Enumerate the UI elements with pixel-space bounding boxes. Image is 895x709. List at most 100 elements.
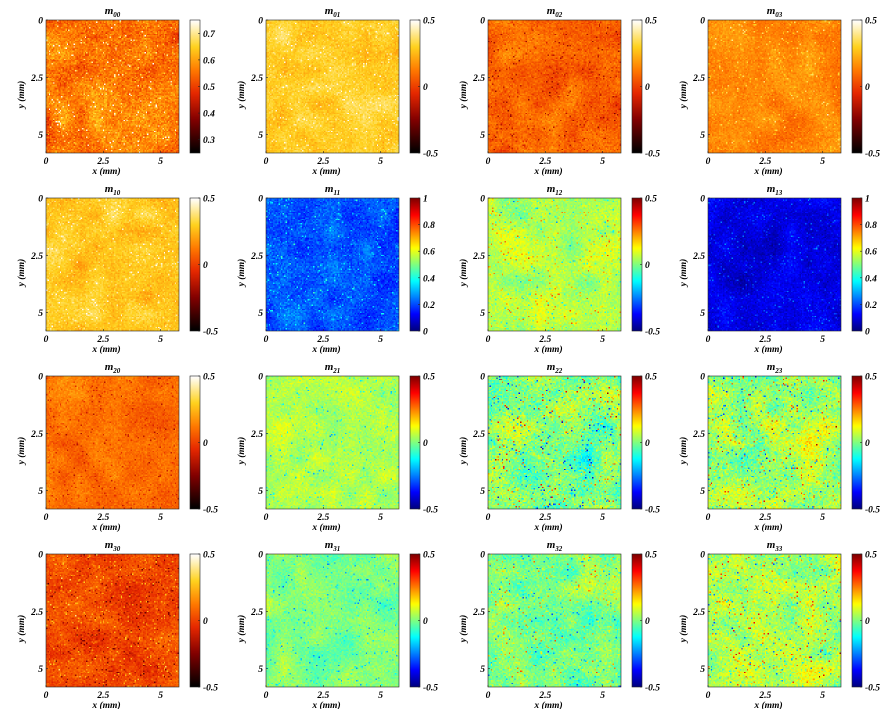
panel-title-base: m bbox=[767, 539, 776, 551]
x-tick-label: 5 bbox=[600, 335, 605, 345]
y-tick-label: 0 bbox=[700, 17, 705, 27]
y-axis-label: y (mm) bbox=[236, 437, 247, 466]
colorbar bbox=[852, 198, 862, 331]
heatmap-image bbox=[708, 198, 841, 331]
x-tick-label: 2.5 bbox=[758, 513, 771, 523]
colorbar bbox=[410, 376, 420, 509]
colorbar-tick-label: 0.5 bbox=[645, 551, 657, 561]
y-axis-label: y (mm) bbox=[16, 615, 27, 644]
colorbar bbox=[632, 198, 642, 331]
x-tick-label: 0 bbox=[44, 691, 49, 701]
y-axis-label: y (mm) bbox=[458, 259, 469, 288]
panel-title: m30 bbox=[105, 539, 121, 553]
colorbar-tick-label: 0 bbox=[423, 328, 428, 338]
plot-frame bbox=[487, 197, 622, 332]
plot-frame bbox=[45, 19, 180, 154]
colorbar-tick-label: 0.5 bbox=[865, 17, 877, 27]
panel-title: m33 bbox=[767, 539, 783, 553]
colorbar-tick-label: -0.5 bbox=[203, 684, 218, 694]
x-tick-label: 0 bbox=[706, 691, 711, 701]
x-axis-label: x (mm) bbox=[753, 522, 782, 533]
colorbar-frame bbox=[851, 197, 863, 332]
colorbar-tick-label: 0.5 bbox=[203, 83, 215, 93]
y-tick-label: 2.5 bbox=[30, 608, 43, 618]
colorbar-tick-label: 0.5 bbox=[645, 17, 657, 27]
x-tick-label: 2.5 bbox=[316, 157, 329, 167]
y-tick-label: 0 bbox=[258, 195, 263, 205]
colorbar-tick-label: 0.8 bbox=[423, 221, 435, 231]
panel-title-base: m bbox=[325, 539, 334, 551]
y-tick-label: 2.5 bbox=[472, 252, 485, 262]
y-tick-label: 2.5 bbox=[250, 430, 263, 440]
panel-title-base: m bbox=[105, 539, 114, 551]
colorbar-tick-label: 0.2 bbox=[865, 301, 877, 311]
plot-frame bbox=[707, 375, 842, 510]
panel-m10: m10 0.5 0 -0.5 0 2.5 5 x (mm) 0 2.5 5 y (mm) bbox=[16, 183, 218, 355]
x-tick-label: 0 bbox=[706, 335, 711, 345]
colorbar-tick-label: 0 bbox=[645, 439, 650, 449]
colorbar-tick-label: 0 bbox=[645, 83, 650, 93]
panel-title-subscript: 11 bbox=[333, 189, 340, 197]
y-axis-label: y (mm) bbox=[16, 259, 27, 288]
colorbar-tick-label: 0.6 bbox=[203, 56, 215, 66]
colorbar-tick-label: 0.5 bbox=[865, 373, 877, 383]
x-tick-label: 0 bbox=[264, 513, 269, 523]
plot-frame bbox=[707, 197, 842, 332]
heatmap-image bbox=[488, 554, 621, 687]
x-tick-label: 2.5 bbox=[758, 157, 771, 167]
x-tick-label: 5 bbox=[158, 513, 163, 523]
colorbar-tick-label: -0.5 bbox=[423, 684, 438, 694]
colorbar-tick-label: 0.5 bbox=[423, 17, 435, 27]
panel-title-base: m bbox=[105, 5, 114, 17]
panel-m13: m13 1 0.8 0.6 0.4 0.2 0 0 2.5 5 x (mm) 0 2.5 5 y (mm) bbox=[678, 183, 877, 355]
x-tick-label: 2.5 bbox=[316, 335, 329, 345]
colorbar-tick-label: 0 bbox=[423, 617, 428, 627]
panel-title-subscript: 31 bbox=[332, 545, 340, 553]
panel-m31: m31 0.5 0 -0.5 0 2.5 5 x (mm) 0 2.5 5 y (mm) bbox=[236, 539, 438, 709]
x-tick-label: 2.5 bbox=[758, 691, 771, 701]
x-tick-label: 0 bbox=[706, 157, 711, 167]
x-axis-label: x (mm) bbox=[753, 166, 782, 177]
x-tick-label: 0 bbox=[44, 335, 49, 345]
colorbar-tick-label: 0.2 bbox=[423, 301, 435, 311]
y-axis-label: y (mm) bbox=[458, 81, 469, 110]
panel-title-subscript: 12 bbox=[555, 189, 563, 197]
x-axis-label: x (mm) bbox=[91, 522, 120, 533]
x-axis-label: x (mm) bbox=[91, 166, 120, 177]
y-tick-label: 5 bbox=[38, 487, 43, 497]
x-tick-label: 0 bbox=[486, 513, 491, 523]
panel-title: m20 bbox=[105, 361, 121, 375]
y-tick-label: 0 bbox=[480, 373, 485, 383]
x-axis-label: x (mm) bbox=[533, 700, 562, 709]
colorbar-tick-label: -0.5 bbox=[865, 506, 880, 516]
panel-title-subscript: 02 bbox=[555, 11, 563, 19]
y-tick-label: 2.5 bbox=[250, 252, 263, 262]
colorbar-tick-label: 0.5 bbox=[203, 195, 215, 205]
x-axis-label: x (mm) bbox=[311, 344, 340, 355]
colorbar-tick-label: 0.4 bbox=[423, 274, 435, 284]
panel-title: m01 bbox=[325, 5, 341, 19]
y-tick-label: 0 bbox=[258, 17, 263, 27]
panel-title-subscript: 01 bbox=[333, 11, 340, 19]
colorbar-tick-label: -0.5 bbox=[203, 506, 218, 516]
heatmap-image bbox=[708, 376, 841, 509]
y-tick-label: 5 bbox=[480, 309, 485, 319]
y-axis-label: y (mm) bbox=[16, 437, 27, 466]
panel-title-subscript: 03 bbox=[775, 11, 783, 19]
heatmap-image bbox=[46, 376, 179, 509]
x-tick-label: 2.5 bbox=[538, 157, 551, 167]
panel-m01: m01 0.5 0 -0.5 0 2.5 5 x (mm) 0 2.5 5 y (mm) bbox=[236, 5, 438, 177]
colorbar-tick-label: 0.3 bbox=[203, 136, 215, 146]
panel-title-base: m bbox=[325, 183, 334, 195]
colorbar-tick-label: 0 bbox=[865, 328, 870, 338]
colorbar-tick-label: 0 bbox=[865, 83, 870, 93]
y-tick-label: 5 bbox=[700, 665, 705, 675]
x-axis-label: x (mm) bbox=[533, 166, 562, 177]
plot-frame bbox=[487, 19, 622, 154]
panel-m23: m23 0.5 0 -0.5 0 2.5 5 x (mm) 0 2.5 5 y (mm) bbox=[678, 361, 880, 533]
y-tick-label: 2.5 bbox=[692, 608, 705, 618]
x-axis-label: x (mm) bbox=[311, 166, 340, 177]
panel-title: m31 bbox=[325, 539, 341, 553]
panel-title: m21 bbox=[325, 361, 341, 375]
